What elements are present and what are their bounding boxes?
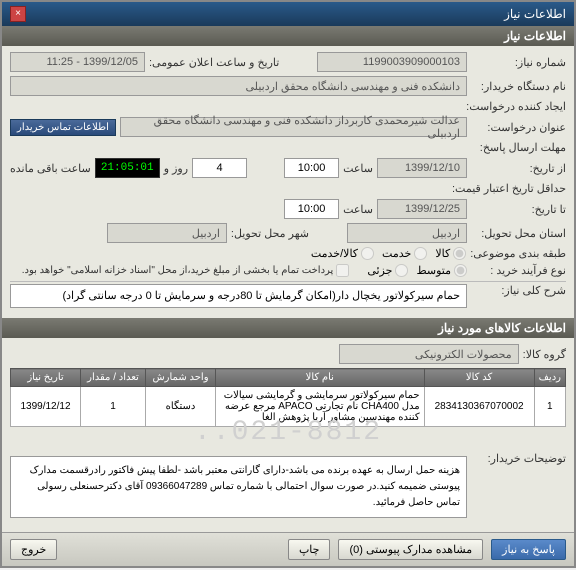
section-header-items: اطلاعات کالاهای مورد نیاز: [2, 318, 574, 338]
bottom-bar: پاسخ به نیاز مشاهده مدارک پیوستی (0) چاپ…: [2, 532, 574, 566]
reply-time-field: 10:00: [284, 158, 339, 178]
supply-type-radios: کالا خدمت کالا/خدمت: [311, 247, 466, 260]
org-field: دانشکده فنی و مهندسی دانشگاه محقق اردبیل…: [10, 76, 467, 96]
org-label: نام دستگاه خریدار:: [471, 80, 566, 93]
radio-goods[interactable]: [453, 247, 466, 260]
window-title: اطلاعات نیاز: [504, 7, 566, 21]
radio-service[interactable]: [414, 247, 427, 260]
valid-label: حداقل تاریخ اعتبار قیمت:: [452, 182, 566, 195]
supply-type-label: طبقه بندی موضوعی:: [470, 247, 566, 260]
separator: [10, 281, 566, 282]
desc-field: حمام سیرکولاتور یخچال دار(امکان گرمایش ت…: [10, 284, 467, 308]
need-no-field: 1199003909000103: [317, 52, 467, 72]
col-name: نام کالا: [216, 369, 425, 387]
supply-radio-service[interactable]: خدمت: [382, 247, 427, 260]
pub-date-field: 1399/12/05 - 11:25: [10, 52, 145, 72]
supply-radio-goods[interactable]: کالا: [435, 247, 466, 260]
col-date: تاریخ نیاز: [11, 369, 81, 387]
valid-to-label: تا تاریخ:: [471, 203, 566, 216]
partial-pay-check: پرداخت تمام یا بخشی از مبلغ خرید،از محل …: [22, 264, 350, 277]
radio-minor[interactable]: [395, 264, 408, 277]
buy-type-radios: متوسط جزئی: [367, 264, 467, 277]
valid-time-field: 10:00: [284, 199, 339, 219]
col-qty: تعداد / مقدار: [81, 369, 146, 387]
form-area: شماره نیاز: 1199003909000103 تاریخ و ساع…: [2, 46, 574, 318]
watermark: 021-8812..: [10, 417, 566, 448]
valid-date-field: 1399/12/25: [377, 199, 467, 219]
table-header-row: ردیف کد کالا نام کالا واحد شمارش تعداد /…: [11, 369, 566, 387]
requester-field: عدالت شیرمحمدی کاربرداز دانشکده فنی و مه…: [120, 117, 467, 137]
pub-date-label: تاریخ و ساعت اعلان عمومی:: [149, 56, 279, 69]
group-label: گروه کالا:: [523, 348, 566, 361]
province-field: اردبیل: [347, 223, 467, 243]
reply-saat-label: ساعت: [343, 162, 373, 175]
days-unit: روز و: [164, 162, 188, 175]
contact-button[interactable]: اطلاعات تماس خریدار: [10, 119, 116, 136]
remain-label: ساعت باقی مانده: [10, 162, 91, 175]
notes-label: توضیحات خریدار:: [471, 452, 566, 465]
countdown-field: 21:05:01: [95, 158, 160, 178]
buy-radio-mid[interactable]: متوسط: [416, 264, 467, 277]
desc-label: شرح کلی نیاز:: [471, 284, 566, 297]
requester0-label: ایجاد کننده درخواست:: [466, 100, 566, 113]
partial-pay-checkbox[interactable]: [336, 264, 349, 277]
reply-from-label: از تاریخ:: [471, 162, 566, 175]
section-header-info: اطلاعات نیاز: [2, 26, 574, 46]
radio-both[interactable]: [361, 247, 374, 260]
partial-pay-text: پرداخت تمام یا بخشی از مبلغ خرید،از محل …: [22, 265, 334, 276]
buy-radio-minor[interactable]: جزئی: [367, 264, 408, 277]
main-window: اطلاعات نیاز × اطلاعات نیاز شماره نیاز: …: [0, 0, 576, 568]
reply-deadline-label: مهلت ارسال پاسخ:: [471, 141, 566, 154]
valid-saat-label: ساعت: [343, 203, 373, 216]
col-idx: ردیف: [534, 369, 565, 387]
reply-date-field: 1399/12/10: [377, 158, 467, 178]
notes-field: هزینه حمل ارسال به عهده برنده می باشد-دا…: [10, 456, 467, 518]
days-field: 4: [192, 158, 247, 178]
supply-radio-both[interactable]: کالا/خدمت: [311, 247, 374, 260]
city-field: اردبیل: [107, 223, 227, 243]
titlebar: اطلاعات نیاز ×: [2, 2, 574, 26]
need-no-label: شماره نیاز:: [471, 56, 566, 69]
col-unit: واحد شمارش: [146, 369, 216, 387]
items-area: گروه کالا: محصولات الکترونیکی ردیف کد کا…: [2, 338, 574, 532]
group-field: محصولات الکترونیکی: [339, 344, 519, 364]
col-code: کد کالا: [424, 369, 534, 387]
radio-mid[interactable]: [454, 264, 467, 277]
province-label: استان محل تحویل:: [471, 227, 566, 240]
city-label: شهر محل تحویل:: [231, 227, 309, 240]
requester-label: عنوان درخواست:: [471, 121, 566, 134]
close-icon[interactable]: ×: [10, 6, 26, 22]
buy-type-label: نوع فرآیند خرید :: [471, 264, 566, 277]
